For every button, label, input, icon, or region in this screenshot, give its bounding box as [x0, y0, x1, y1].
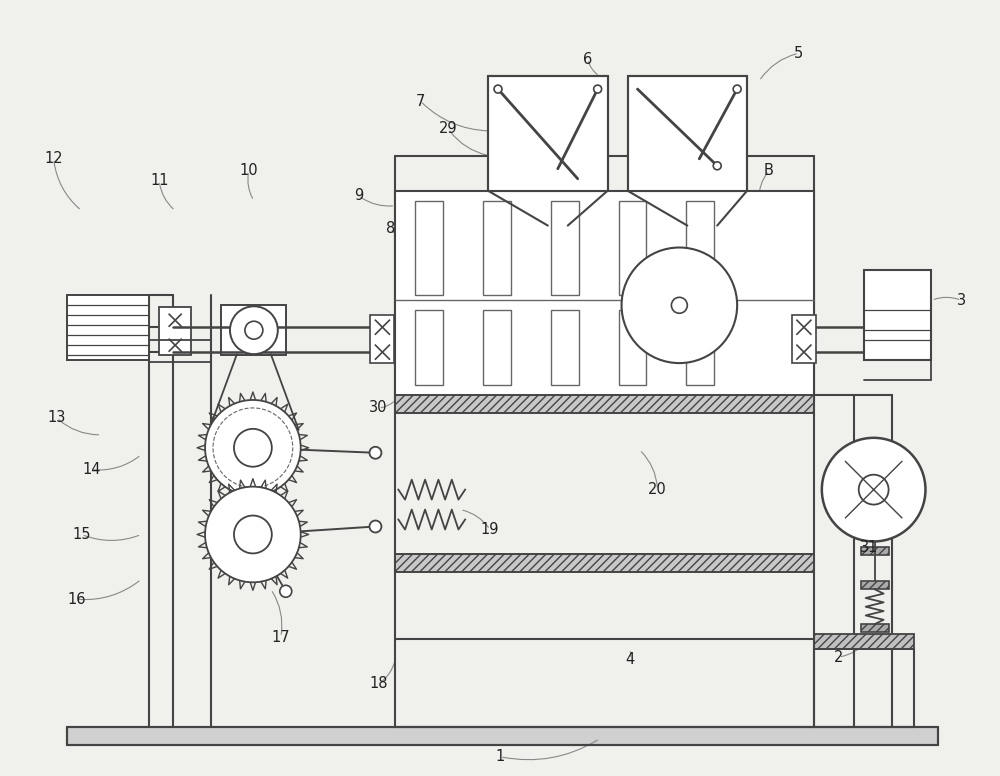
Bar	[686, 310, 714, 385]
Bar	[67, 727, 938, 745]
Circle shape	[280, 585, 292, 598]
Circle shape	[671, 297, 687, 314]
Text: 20: 20	[648, 482, 667, 497]
Bar	[483, 201, 511, 296]
Text: 12: 12	[44, 151, 63, 166]
Text: 13: 13	[47, 411, 66, 425]
Text: 5: 5	[794, 46, 804, 61]
Circle shape	[822, 438, 925, 542]
Bar	[395, 554, 814, 573]
Bar	[861, 581, 889, 589]
Text: 8: 8	[386, 221, 395, 236]
Bar	[415, 201, 443, 296]
Text: 3: 3	[957, 293, 966, 308]
Circle shape	[713, 162, 721, 170]
Bar	[221, 305, 286, 355]
Circle shape	[245, 321, 263, 339]
Circle shape	[234, 429, 272, 466]
Circle shape	[205, 400, 301, 496]
Bar	[619, 201, 646, 296]
Text: 16: 16	[67, 592, 86, 607]
Bar	[415, 310, 443, 385]
Bar	[370, 315, 394, 363]
Circle shape	[859, 475, 889, 504]
Bar	[628, 76, 747, 191]
Text: 10: 10	[240, 163, 258, 178]
Text: 15: 15	[72, 527, 91, 542]
Text: B: B	[764, 163, 774, 178]
Circle shape	[733, 85, 741, 93]
Circle shape	[369, 521, 381, 532]
Circle shape	[205, 487, 301, 582]
Bar	[483, 310, 511, 385]
Text: 4: 4	[625, 652, 634, 667]
Text: 31: 31	[859, 540, 878, 555]
Text: 2: 2	[834, 650, 843, 664]
Bar	[488, 76, 608, 191]
Text: 19: 19	[481, 522, 499, 537]
Bar	[67, 296, 149, 360]
Text: 14: 14	[82, 462, 101, 477]
Text: 7: 7	[416, 94, 425, 109]
Bar	[551, 310, 579, 385]
Circle shape	[494, 85, 502, 93]
Text: 1: 1	[495, 749, 505, 764]
Circle shape	[622, 248, 737, 363]
Circle shape	[369, 447, 381, 459]
Bar	[814, 634, 914, 649]
Text: 18: 18	[369, 677, 388, 691]
Text: 6: 6	[583, 52, 592, 67]
Circle shape	[594, 85, 602, 93]
Bar	[861, 624, 889, 632]
Bar	[395, 191, 814, 400]
Bar	[619, 310, 646, 385]
Circle shape	[234, 515, 272, 553]
Bar	[864, 270, 931, 360]
Bar	[395, 395, 814, 413]
Text: 11: 11	[150, 173, 168, 189]
Text: 17: 17	[271, 629, 290, 645]
Text: 30: 30	[369, 400, 388, 415]
Circle shape	[230, 307, 278, 354]
Bar	[159, 307, 191, 355]
Text: 29: 29	[439, 121, 457, 137]
Text: A: A	[862, 487, 872, 502]
Bar	[861, 547, 889, 556]
Text: 9: 9	[354, 189, 363, 203]
Bar	[792, 315, 816, 363]
Bar	[686, 201, 714, 296]
Bar	[551, 201, 579, 296]
